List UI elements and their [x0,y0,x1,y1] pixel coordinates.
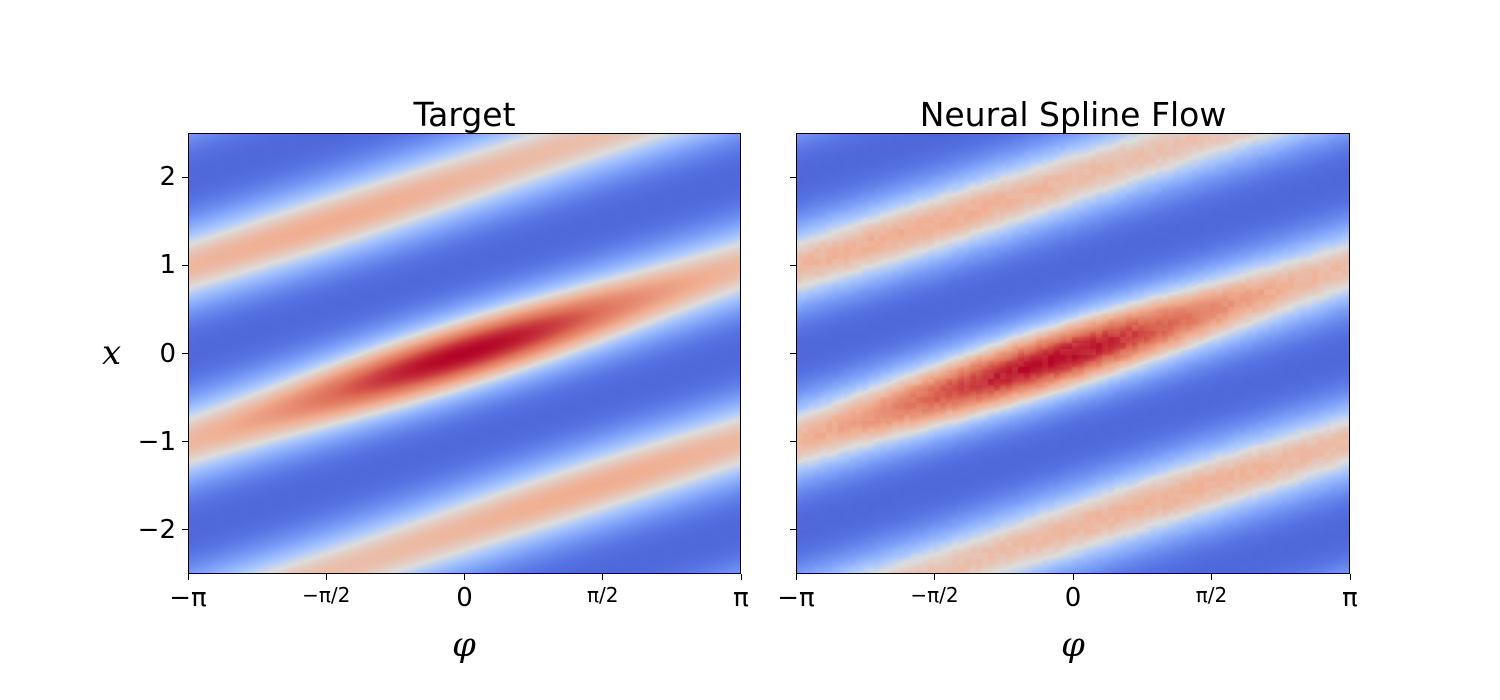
x-axis-label-nsf: φ [1061,625,1085,665]
y-tick [182,441,188,443]
x-tick-label: −π [169,583,207,613]
y-tick-label: 1 [159,250,176,281]
x-tick [1211,574,1212,580]
x-tick-label: π/2 [586,583,619,607]
x-tick [933,574,935,580]
y-tick [790,176,796,178]
x-tick-label: −π [777,583,815,613]
y-tick [790,353,796,354]
x-tick [325,574,327,580]
x-tick [740,574,742,580]
y-tick-label: −1 [137,426,176,457]
x-tick-label: π/2 [1195,583,1228,607]
x-tick [464,574,465,580]
y-tick-label: 2 [159,162,176,193]
heatmap-neural-spline-flow [796,133,1350,574]
x-tick [187,574,189,580]
x-tick-label: −π/2 [910,583,959,607]
y-axis-label: x [102,333,122,373]
x-tick-label: π [733,583,749,613]
x-tick-label: 0 [1064,583,1082,613]
x-tick-label: 0 [456,583,473,613]
y-tick [182,529,188,531]
y-tick [790,529,796,531]
y-tick-label: 0 [159,338,176,369]
y-tick [182,353,188,354]
x-tick [795,574,797,580]
panel-title-target: Target [413,95,516,134]
x-tick-label: −π/2 [302,583,351,607]
x-tick-label: π [1342,583,1358,613]
y-tick-label: −2 [137,514,176,545]
x-tick [602,574,604,580]
x-tick [1072,574,1074,580]
y-tick [182,176,188,178]
y-tick [790,264,796,266]
panel-title-nsf: Neural Spline Flow [919,95,1227,134]
y-tick [182,264,188,266]
heatmap-target [188,133,741,574]
x-tick [1349,574,1351,580]
y-tick [790,441,796,443]
x-axis-label-target: φ [452,625,476,665]
